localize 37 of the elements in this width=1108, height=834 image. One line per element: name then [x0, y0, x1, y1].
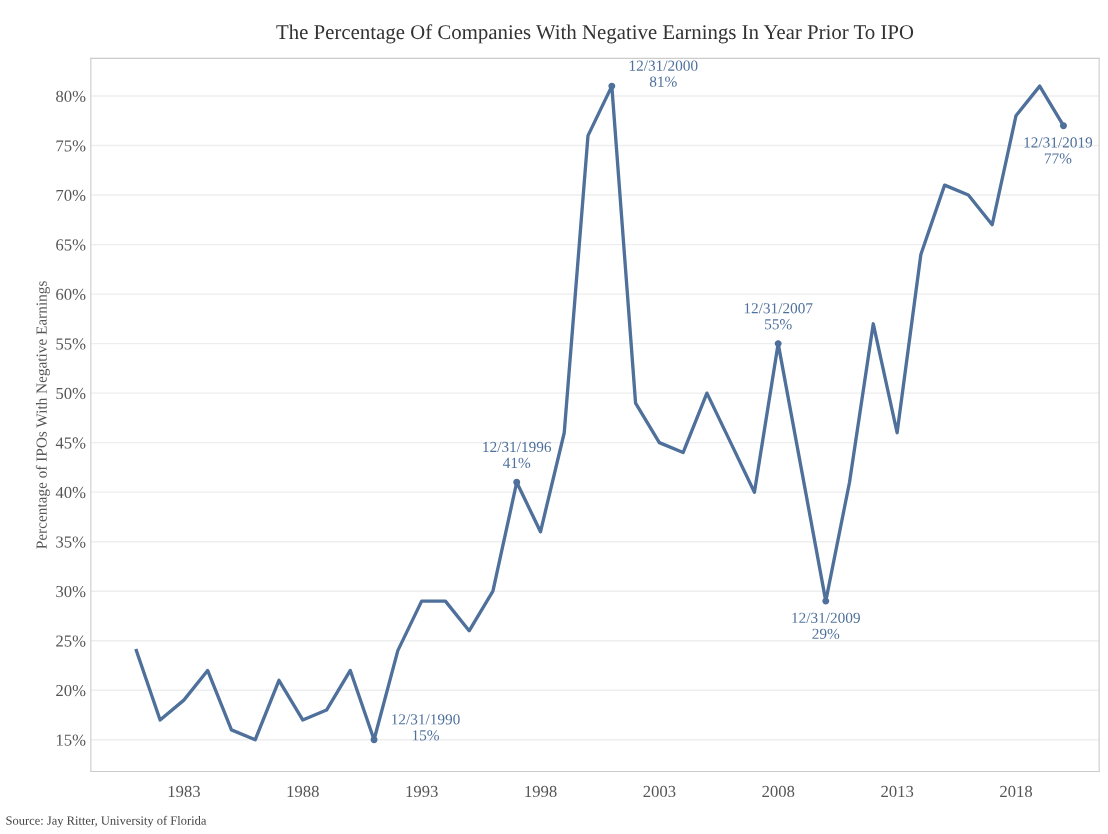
point [774, 340, 782, 348]
annotation: 12/31/1990 15% [392, 714, 460, 741]
source-note: Source: Jay Ritter, University of Florida [6, 815, 207, 828]
y-tick-label: 15% [56, 734, 86, 746]
point [608, 82, 616, 90]
annotation: 12/31/1996 41% [483, 441, 552, 469]
y-tick-label: 55% [56, 338, 86, 350]
annotation: 12/31/2019 77% [1024, 137, 1093, 164]
x-tick-label: 2013 [881, 785, 914, 798]
y-tick-label: 75% [56, 140, 86, 152]
point [1059, 122, 1067, 130]
y-tick-label: 50% [56, 387, 86, 400]
chart-title: The Percentage Of Companies With Negative Earnings In Year Prior To IPO [276, 24, 914, 44]
annotation: 12/31/2007 55% [744, 303, 813, 330]
x-tick-label: 1998 [525, 785, 557, 798]
x-tick-label: 1983 [168, 785, 200, 798]
y-tick-label: 20% [56, 684, 86, 697]
y-tick-label: 35% [56, 536, 86, 548]
x-tick-label: 1993 [406, 785, 438, 798]
y-tick-label: 25% [56, 635, 86, 647]
point [822, 597, 830, 605]
x-tick-label: 2018 [1000, 785, 1033, 798]
point [370, 736, 378, 744]
x-tick-label: 2008 [762, 785, 795, 798]
y-tick-label: 40% [55, 486, 86, 499]
y-tick-label: 60% [56, 288, 86, 301]
point [513, 478, 521, 486]
y-tick-label: 30% [56, 585, 86, 598]
annotation: 12/31/2000 81% [629, 60, 698, 87]
x-tick-label: 2003 [643, 785, 676, 798]
y-tick-label: 70% [56, 189, 86, 202]
y-axis-title: Percentage of IPOs With Negative Earnings [35, 281, 50, 549]
x-tick-label: 1988 [287, 785, 319, 798]
y-tick-label: 45% [55, 437, 86, 449]
y-tick-label: 80% [56, 90, 86, 103]
y-tick-label: 65% [56, 239, 86, 251]
annotation: 12/31/2009 29% [792, 612, 860, 639]
